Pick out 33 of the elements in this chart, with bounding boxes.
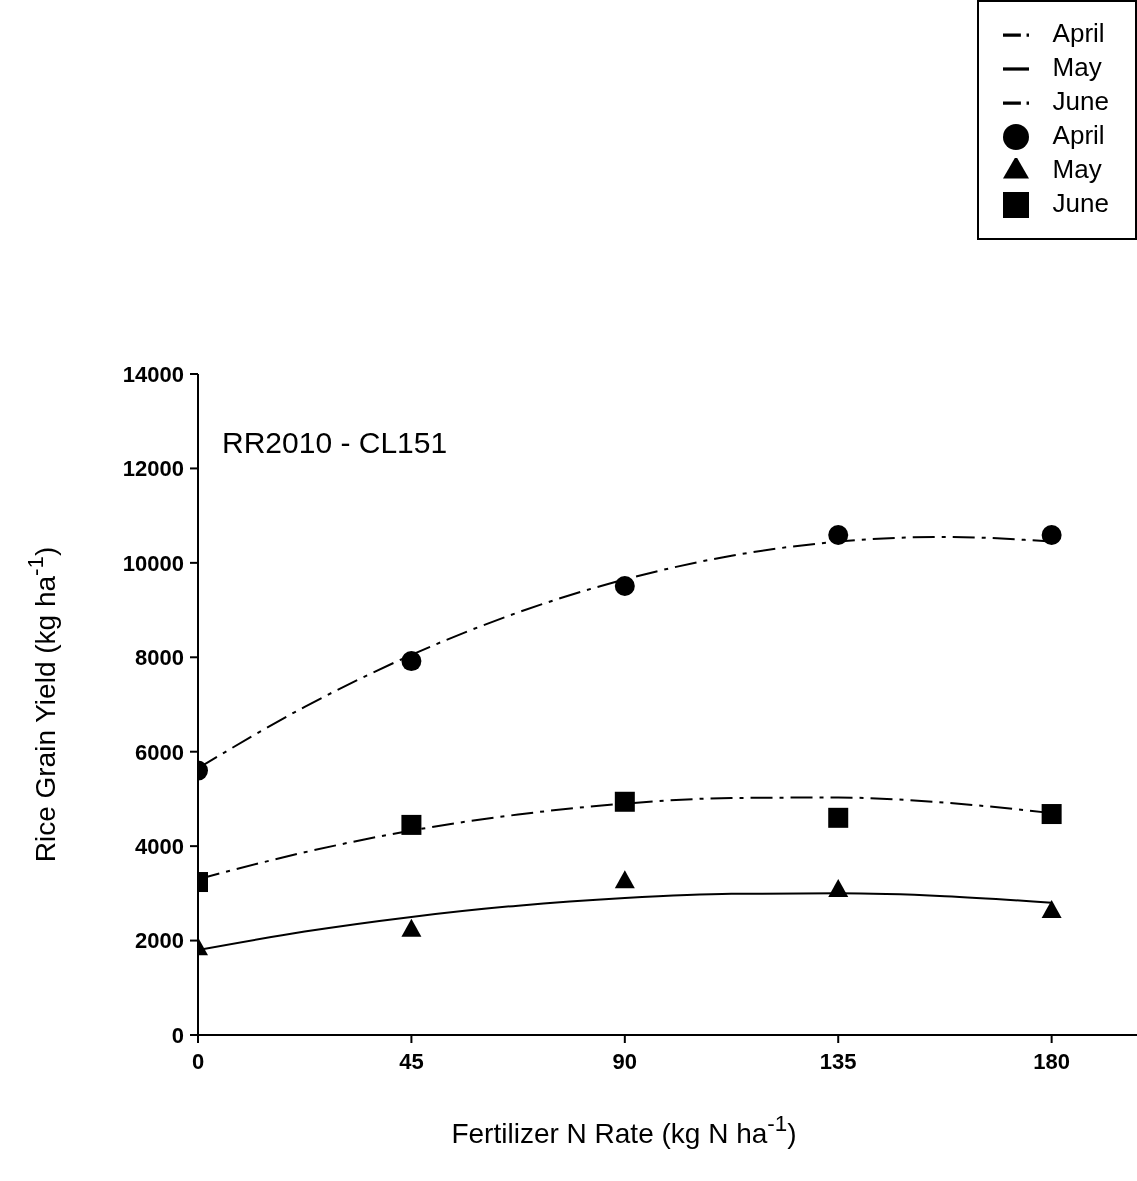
point: [614, 791, 635, 812]
y-tick-label: 12000: [122, 456, 184, 482]
point: [1041, 804, 1062, 825]
point: [401, 918, 422, 937]
y-tick-label: 14000: [122, 361, 184, 387]
x-tick-label: 90: [612, 1048, 638, 1074]
x-tick-label: 45: [399, 1048, 424, 1074]
point: [401, 651, 422, 672]
x-axis-title: Fertilizer N Rate (kg N ha$^{-1}$): [451, 1110, 797, 1149]
x-tick-label: 0: [191, 1048, 205, 1074]
y-tick-label: 6000: [135, 739, 184, 765]
y-tick-label: 10000: [122, 550, 184, 576]
y-tick-label: 2000: [135, 928, 184, 954]
legend-label: May: [1052, 52, 1102, 82]
legend-label: June: [1052, 86, 1109, 116]
legend-label: April: [1052, 120, 1105, 150]
legend-label: June: [1052, 188, 1109, 218]
legend-label: May: [1052, 154, 1102, 184]
point: [401, 814, 422, 835]
point: [1041, 899, 1062, 918]
x-tick-label: 180: [1033, 1048, 1070, 1074]
y-tick-label: 8000: [135, 645, 184, 671]
point: [828, 879, 849, 898]
y-tick-label: 4000: [135, 833, 184, 859]
y-tick-label: 0: [171, 1022, 184, 1048]
point: [1041, 525, 1062, 545]
legend-label: April: [1052, 18, 1105, 48]
point: [614, 575, 635, 596]
point: [614, 870, 635, 889]
x-tick-label: 135: [819, 1048, 857, 1074]
point: [828, 525, 849, 545]
point: [828, 807, 849, 828]
annotation: RR2010 - CL151: [222, 426, 448, 460]
